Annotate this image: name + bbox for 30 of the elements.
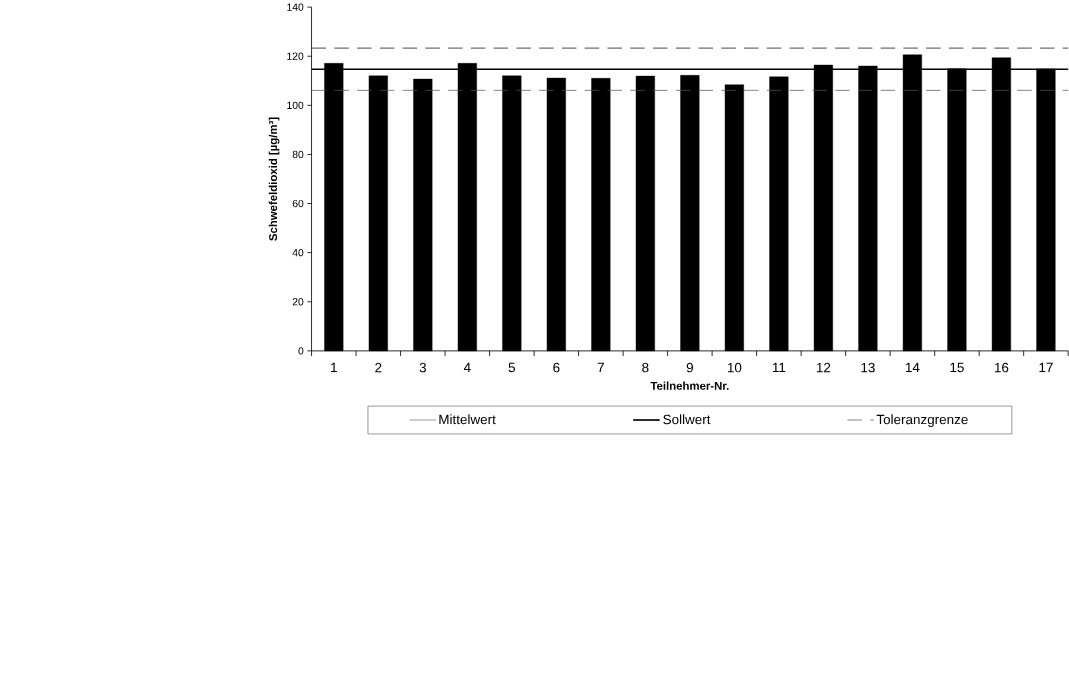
x-tick-label: 8 (642, 362, 649, 373)
x-tick-label: 15 (950, 362, 964, 373)
y-tick-label: 40 (292, 249, 304, 257)
y-axis-title: Schwefeldioxid [µg/m³] (268, 117, 280, 241)
x-tick-label: 11 (772, 362, 786, 373)
x-tick-label: 13 (861, 362, 875, 373)
x-tick-label: 7 (597, 362, 604, 373)
y-tick-label: 0 (298, 347, 304, 355)
y-tick-label: 120 (287, 52, 304, 61)
x-tick-label: 3 (419, 362, 426, 373)
x-axis-title: Teilnehmer-Nr. (650, 381, 729, 391)
y-tick-label: 140 (287, 3, 304, 11)
x-tick-label: 5 (508, 362, 516, 373)
y-tick-label: 80 (292, 150, 304, 159)
x-tick-label: 9 (686, 362, 693, 373)
x-tick-label: 4 (463, 362, 471, 373)
legend-label: Toleranzgrenze (876, 414, 968, 428)
x-tick-label: 14 (905, 362, 920, 373)
x-tick-label: 6 (553, 362, 560, 373)
y-tick-label: 100 (287, 101, 304, 110)
x-tick-label: 2 (375, 362, 382, 373)
legend-label: Mittelwert (439, 414, 496, 425)
x-tick-label: 17 (1039, 362, 1053, 373)
legend-label: Sollwert (663, 414, 711, 425)
x-tick-label: 10 (727, 362, 742, 373)
x-tick-label: 16 (994, 362, 1009, 373)
y-tick-label: 60 (292, 200, 304, 208)
x-tick-label: 1 (331, 362, 337, 373)
y-tick-label: 20 (292, 298, 304, 306)
x-tick-label: 12 (816, 362, 831, 373)
